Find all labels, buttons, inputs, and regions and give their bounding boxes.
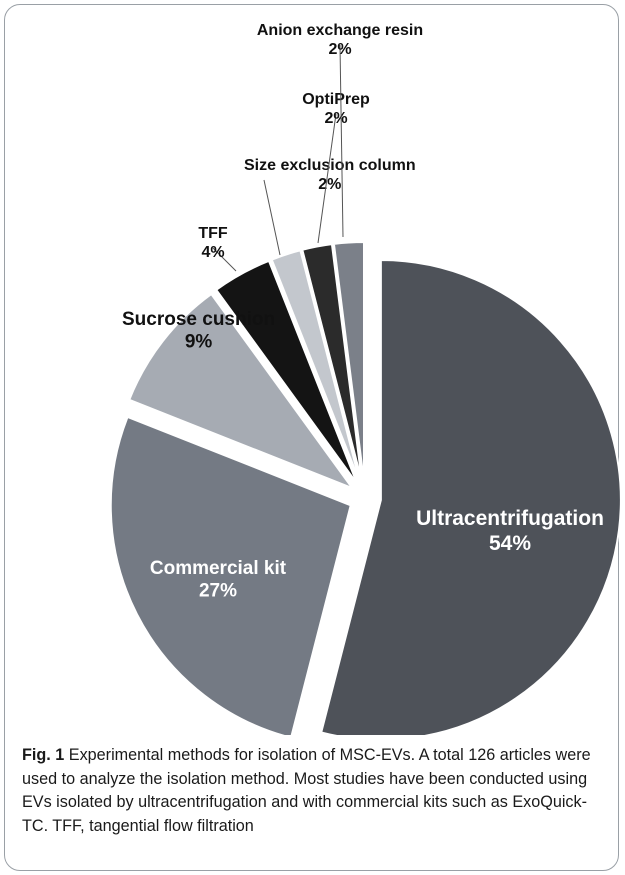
pie-slice-ultracentrifugation — [319, 259, 622, 735]
slice-label-ultracentrifugation: Ultracentrifugation 54% — [416, 507, 604, 555]
pie-slice-anion-exchange-resin — [332, 241, 365, 483]
pie-chart: Ultracentrifugation 54% Commercial kit 27% S… — [109, 22, 622, 735]
leader-line-anion-exchange-resin — [339, 44, 344, 238]
pie-slice-commercial-kit — [109, 415, 352, 735]
slice-label-anion-exchange-resin: Anion exchange resin 2% — [257, 22, 423, 58]
pie-slice-size-exclusion-column — [270, 249, 362, 484]
slice-label-commercial-kit: Commercial kit 27% — [150, 558, 287, 601]
leader-line-tff — [212, 247, 237, 272]
pie-slice-optiprep — [301, 243, 363, 483]
leader-line-size-exclusion-column — [263, 179, 281, 256]
pie-slice-sucrose-cushion — [127, 292, 356, 491]
figure-number: Fig. 1 — [22, 746, 65, 764]
slice-label-size-exclusion-column: Size exclusion column 2% — [244, 157, 416, 193]
figure-caption: Fig. 1 Experimental methods for isolatio… — [22, 744, 604, 838]
slice-label-optiprep: OptiPrep 2% — [302, 91, 370, 127]
leader-line-optiprep — [317, 113, 337, 244]
slice-label-tff: TFF 4% — [198, 225, 228, 261]
pie-slice-tff — [214, 259, 359, 485]
slice-label-sucrose-cushion: Sucrose cushion 9% — [122, 309, 275, 352]
caption-text: Experimental methods for isolation of MS… — [22, 746, 591, 835]
